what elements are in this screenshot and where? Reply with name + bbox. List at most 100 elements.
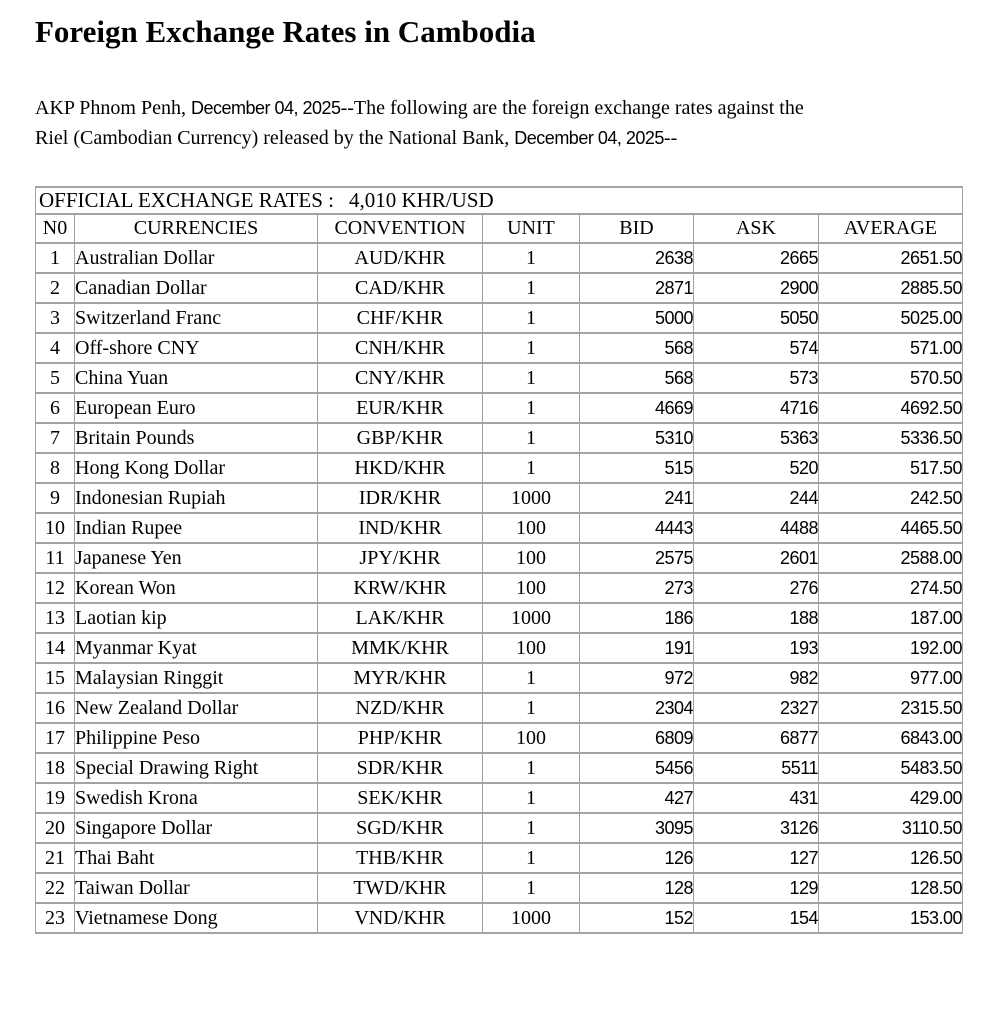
intro-line2-text: Riel (Cambodian Currency) released by th… bbox=[35, 127, 515, 149]
cell-average: 977.00 bbox=[817, 662, 964, 694]
cell-bid: 6809 bbox=[579, 722, 694, 754]
official-rates-row: OFFICIAL EXCHANGE RATES : 4,010 KHR/USD bbox=[34, 186, 964, 215]
cell-average: 2588.00 bbox=[817, 542, 964, 574]
cell-unit: 1 bbox=[482, 752, 580, 784]
cell-unit: 1 bbox=[482, 782, 580, 814]
intro-paragraph: AKP Phnom Penh, December 04, 2025--The f… bbox=[35, 93, 970, 153]
cell-unit: 1 bbox=[482, 362, 580, 394]
table-row: 15 Malaysian Ringgit MYR/KHR 1 972 982 977.00 bbox=[35, 662, 964, 694]
cell-currency-name: Special Drawing Right bbox=[74, 752, 318, 784]
cell-unit: 1 bbox=[482, 422, 580, 454]
cell-ask: 154 bbox=[693, 902, 819, 934]
document-page: Foreign Exchange Rates in Cambodia AKP P… bbox=[34, 14, 970, 934]
table-row: 5 China Yuan CNY/KHR 1 568 573 570.50 bbox=[35, 362, 964, 394]
cell-row-number: 11 bbox=[35, 542, 75, 574]
cell-average: 3110.50 bbox=[817, 812, 964, 844]
cell-convention: CAD/KHR bbox=[317, 272, 483, 304]
cell-bid: 2871 bbox=[579, 272, 694, 304]
cell-convention: LAK/KHR bbox=[317, 602, 483, 634]
column-header-currencies: CURRENCIES bbox=[74, 213, 318, 244]
cell-ask: 4488 bbox=[693, 512, 819, 544]
cell-unit: 1 bbox=[482, 302, 580, 334]
cell-ask: 431 bbox=[693, 782, 819, 814]
cell-ask: 127 bbox=[693, 842, 819, 874]
column-header-unit: UNIT bbox=[482, 213, 580, 244]
cell-convention: VND/KHR bbox=[317, 902, 483, 934]
cell-ask: 2665 bbox=[693, 242, 819, 274]
cell-currency-name: Korean Won bbox=[74, 572, 318, 604]
cell-unit: 1 bbox=[482, 452, 580, 484]
cell-bid: 3095 bbox=[579, 812, 694, 844]
cell-row-number: 21 bbox=[35, 842, 75, 874]
cell-bid: 2638 bbox=[579, 242, 694, 274]
cell-currency-name: Philippine Peso bbox=[74, 722, 318, 754]
cell-average: 2315.50 bbox=[817, 692, 964, 724]
intro-line2-end: -- bbox=[663, 127, 678, 149]
cell-row-number: 16 bbox=[35, 692, 75, 724]
cell-ask: 3126 bbox=[693, 812, 819, 844]
cell-bid: 2575 bbox=[579, 542, 694, 574]
cell-row-number: 15 bbox=[35, 662, 75, 694]
cell-row-number: 7 bbox=[35, 422, 75, 454]
cell-currency-name: Australian Dollar bbox=[74, 242, 318, 274]
cell-bid: 126 bbox=[579, 842, 694, 874]
intro-line-2: Riel (Cambodian Currency) released by th… bbox=[35, 123, 970, 153]
cell-unit: 100 bbox=[482, 512, 580, 544]
intro-line1-rest: --The following are the foreign exchange… bbox=[340, 97, 804, 119]
cell-row-number: 20 bbox=[35, 812, 75, 844]
cell-bid: 273 bbox=[579, 572, 694, 604]
page-title: Foreign Exchange Rates in Cambodia bbox=[35, 14, 536, 49]
intro-line1-text: AKP Phnom Penh, bbox=[35, 97, 191, 119]
intro-line1-date: December 04, 2025 bbox=[190, 98, 341, 118]
cell-ask: 574 bbox=[693, 332, 819, 364]
cell-bid: 5000 bbox=[579, 302, 694, 334]
cell-ask: 573 bbox=[693, 362, 819, 394]
cell-row-number: 23 bbox=[35, 902, 75, 934]
cell-unit: 1000 bbox=[482, 902, 580, 934]
cell-convention: MYR/KHR bbox=[317, 662, 483, 694]
cell-bid: 5456 bbox=[579, 752, 694, 784]
cell-bid: 4443 bbox=[579, 512, 694, 544]
cell-ask: 5050 bbox=[693, 302, 819, 334]
column-header-ask: ASK bbox=[693, 213, 819, 244]
cell-bid: 186 bbox=[579, 602, 694, 634]
cell-row-number: 2 bbox=[35, 272, 75, 304]
cell-convention: MMK/KHR bbox=[317, 632, 483, 664]
cell-unit: 1000 bbox=[482, 482, 580, 514]
table-row: 18 Special Drawing Right SDR/KHR 1 5456 5511 5… bbox=[35, 752, 964, 784]
cell-average: 5336.50 bbox=[817, 422, 964, 454]
cell-currency-name: Laotian kip bbox=[74, 602, 318, 634]
cell-row-number: 6 bbox=[35, 392, 75, 424]
cell-currency-name: European Euro bbox=[74, 392, 318, 424]
column-header-convention: CONVENTION bbox=[317, 213, 483, 244]
table-row: 20 Singapore Dollar SGD/KHR 1 3095 3126 3110.5… bbox=[35, 812, 964, 844]
cell-row-number: 12 bbox=[35, 572, 75, 604]
cell-currency-name: Switzerland Franc bbox=[74, 302, 318, 334]
cell-average: 192.00 bbox=[817, 632, 964, 664]
exchange-rates-table: OFFICIAL EXCHANGE RATES : 4,010 KHR/USD N… bbox=[34, 186, 964, 934]
table-row: 17 Philippine Peso PHP/KHR 100 6809 6877 6843.… bbox=[35, 722, 964, 754]
table-row: 16 New Zealand Dollar NZD/KHR 1 2304 2327 2315… bbox=[35, 692, 964, 724]
table-row: 13 Laotian kip LAK/KHR 1000 186 188 187.00 bbox=[35, 602, 964, 634]
cell-unit: 1000 bbox=[482, 602, 580, 634]
cell-bid: 568 bbox=[579, 362, 694, 394]
cell-convention: IND/KHR bbox=[317, 512, 483, 544]
cell-average: 187.00 bbox=[817, 602, 964, 634]
cell-ask: 129 bbox=[693, 872, 819, 904]
table-row: 21 Thai Baht THB/KHR 1 126 127 126.50 bbox=[35, 842, 964, 874]
cell-bid: 152 bbox=[579, 902, 694, 934]
cell-average: 128.50 bbox=[817, 872, 964, 904]
table-row: 1 Australian Dollar AUD/KHR 1 2638 2665 2651.5… bbox=[35, 242, 964, 274]
cell-average: 4692.50 bbox=[817, 392, 964, 424]
cell-currency-name: Swedish Krona bbox=[74, 782, 318, 814]
cell-currency-name: Myanmar Kyat bbox=[74, 632, 318, 664]
cell-average: 153.00 bbox=[817, 902, 964, 934]
table-header-row: N0 CURRENCIES CONVENTION UNIT BID ASK AV… bbox=[35, 213, 964, 244]
cell-unit: 1 bbox=[482, 392, 580, 424]
cell-average: 517.50 bbox=[817, 452, 964, 484]
cell-ask: 6877 bbox=[693, 722, 819, 754]
cell-row-number: 1 bbox=[35, 242, 75, 274]
cell-ask: 520 bbox=[693, 452, 819, 484]
cell-average: 5483.50 bbox=[817, 752, 964, 784]
cell-currency-name: Hong Kong Dollar bbox=[74, 452, 318, 484]
